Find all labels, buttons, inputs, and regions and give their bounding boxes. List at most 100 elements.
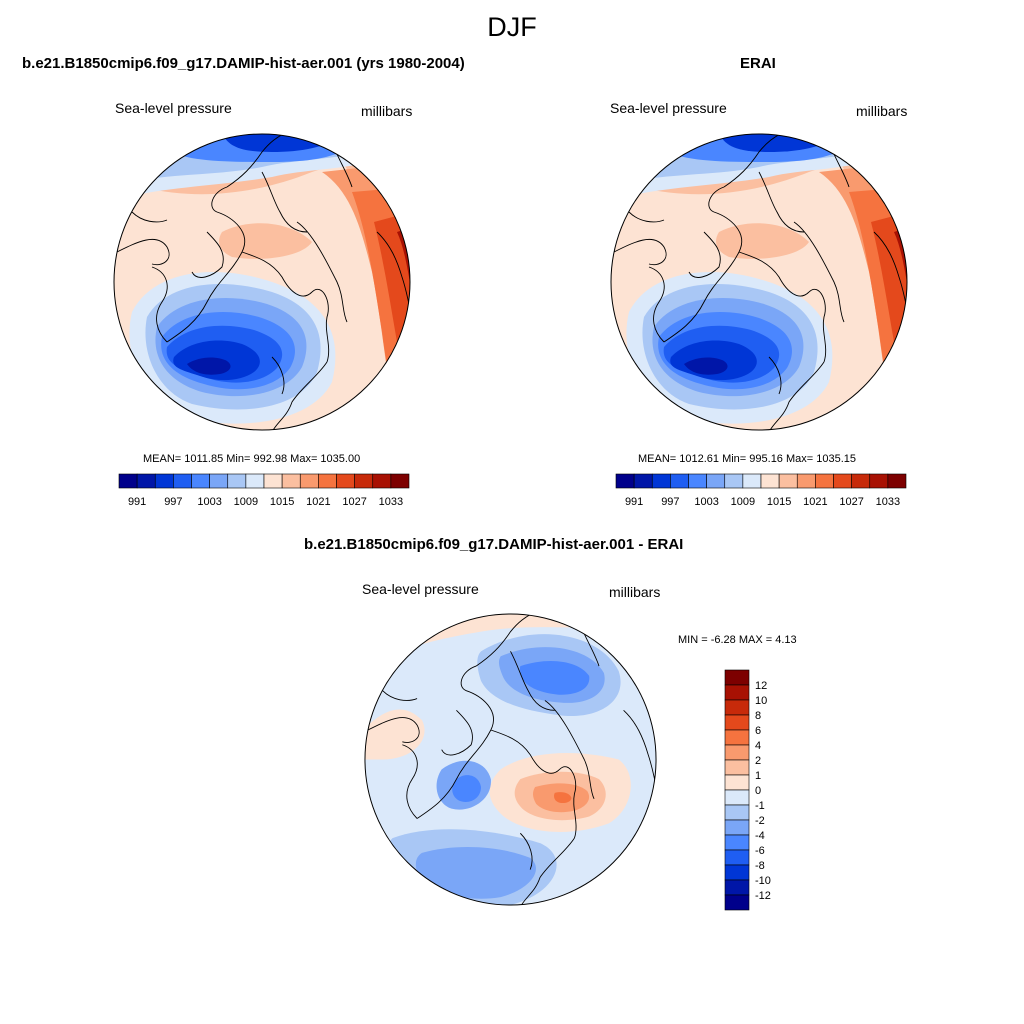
model-coastline [226, 134, 288, 188]
obs-coastline [648, 266, 665, 343]
obs-colorbar-box [851, 473, 871, 489]
diff-colorbar-box [724, 759, 750, 776]
model-colorbar-box [173, 473, 192, 489]
diff-coastline [559, 766, 577, 839]
obs-colorbar-box [869, 473, 889, 489]
obs-colorbar-box [887, 473, 907, 489]
diff-colorbar-box [724, 684, 750, 701]
diff-colorbar-box [724, 879, 750, 896]
diff-coastline [367, 717, 420, 743]
obs-map-border [610, 133, 908, 431]
model-colorbar-tick-label: 991 [128, 496, 146, 508]
obs-colorbar-box [760, 473, 780, 489]
diff-map-border [364, 613, 657, 906]
diff-coastline [382, 690, 418, 701]
diff-colorbar-box [724, 729, 750, 746]
diff-colorbar-box [724, 789, 750, 806]
diff-coastline [544, 700, 595, 800]
diff-colorbar-box [724, 714, 750, 731]
model-coastline [191, 231, 224, 278]
diff-colorbar-tick-label: -6 [755, 845, 765, 857]
diff-contour-fill [364, 613, 657, 906]
diff-colorbar-box [724, 804, 750, 821]
model-colorbar-tick-label: 1003 [197, 496, 221, 508]
diff-contour-region [553, 792, 572, 804]
model-colorbar-box [263, 473, 283, 489]
panel-model-title: b.e21.B1850cmip6.f09_g17.DAMIP-hist-aer.… [22, 55, 465, 72]
model-colorbar-box [136, 473, 156, 489]
model-map-border [113, 133, 411, 431]
obs-coastline [708, 186, 742, 253]
model-colorbar-box [191, 473, 210, 489]
model-coastline [271, 361, 328, 430]
model-colorbar-box [299, 473, 319, 489]
obs-colorbar-box [688, 473, 707, 489]
diff-colorbar-tick-label: 2 [755, 755, 761, 767]
diff-coastline [520, 832, 533, 870]
map-diff [364, 613, 657, 906]
obs-coastline [768, 356, 782, 395]
obs-colorbar-tick-label: 1033 [876, 496, 900, 508]
diff-colorbar-box [724, 744, 750, 761]
model-colorbar-tick-label: 1009 [234, 496, 258, 508]
model-coastline [296, 221, 348, 323]
model-colorbar-tick-label: 1015 [270, 496, 294, 508]
obs-colorbar-box [724, 473, 744, 489]
model-coastlines [116, 134, 410, 430]
model-colorbar-tick-label: 1021 [306, 496, 330, 508]
model-colorbar-box [281, 473, 301, 489]
obs-colorbar-tick-label: 1009 [731, 496, 755, 508]
model-colorbar-box [372, 473, 392, 489]
panel-diff-units-label: millibars [609, 584, 661, 600]
model-contour-region [187, 357, 231, 375]
diff-colorbar-tick-label: -12 [755, 890, 771, 902]
figure-title: DJF [487, 12, 537, 42]
obs-coastline [768, 361, 825, 430]
diff-colorbar-box [724, 774, 750, 791]
diff-colorbar-tick-label: 8 [755, 710, 761, 722]
diff-contour-region [415, 846, 536, 899]
obs-colorbar-tick-label: 1003 [694, 496, 718, 508]
diff-colorbar-tick-label: 10 [755, 695, 767, 707]
diff-coastline [519, 837, 575, 906]
obs-contour-region [871, 212, 907, 362]
diff-coastline [490, 729, 560, 774]
obs-coastline [663, 251, 740, 343]
obs-colorbar-box [615, 473, 635, 489]
diff-colorbar-box [724, 849, 750, 866]
diff-colorbar-tick-label: -1 [755, 800, 765, 812]
model-coastline [311, 289, 330, 363]
diff-colorbar-tick-label: -8 [755, 860, 765, 872]
model-colorbar-box [118, 473, 138, 489]
obs-colorbar-tick-label: 991 [625, 496, 643, 508]
model-coastline [116, 238, 170, 266]
model-colorbar-box [245, 473, 265, 489]
obs-colorbar-box [706, 473, 726, 489]
obs-coastline [688, 231, 721, 278]
diff-colorbar-box [724, 834, 750, 851]
diff-colorbar-tick-label: 1 [755, 770, 761, 782]
diff-colorbar-box [724, 894, 750, 911]
diff-coastline [441, 710, 473, 756]
obs-colorbar-box [742, 473, 762, 489]
obs-colorbar-box [670, 473, 689, 489]
obs-coastline [628, 211, 665, 223]
obs-colorbar-box [796, 473, 816, 489]
model-colorbar-box [154, 473, 174, 489]
obs-colorbar-box [633, 473, 653, 489]
model-colorbar-tick-label: 1033 [379, 496, 403, 508]
model-contour-region [374, 212, 410, 362]
panel-model-variable-label: Sea-level pressure [115, 100, 232, 116]
obs-coastline [613, 238, 667, 266]
model-colorbar-box [336, 473, 355, 489]
model-coastline [211, 186, 245, 253]
diff-colorbar-tick-label: 4 [755, 740, 761, 752]
map-model [113, 133, 411, 431]
map-obs [610, 133, 908, 431]
diff-coastline [416, 729, 492, 819]
panel-obs-title: ERAI [740, 55, 776, 72]
obs-colorbar-box [815, 473, 834, 489]
model-coastline [151, 266, 168, 343]
diff-contour-region [519, 660, 590, 695]
